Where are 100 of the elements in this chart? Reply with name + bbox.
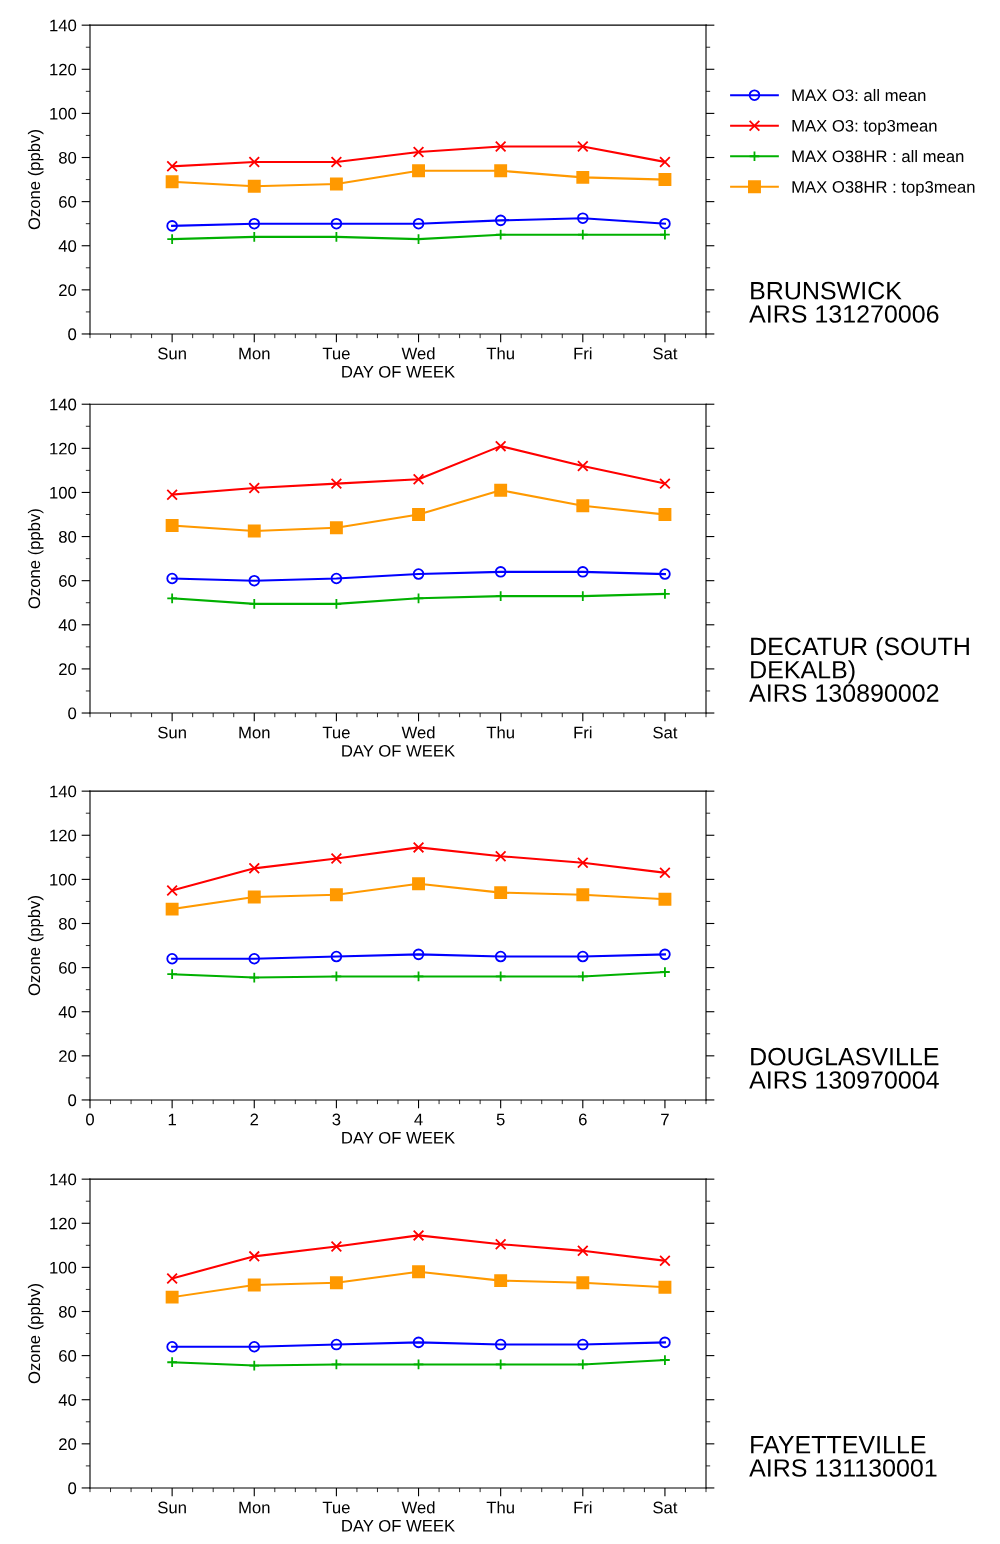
y-tick-label: 120 <box>50 442 77 455</box>
y-tick-label: 40 <box>58 1394 77 1406</box>
point <box>330 217 343 230</box>
x-axis-title: DAY OF WEEK <box>342 744 455 757</box>
point <box>248 156 261 168</box>
point <box>166 884 178 897</box>
x-tick-label: Wed <box>401 347 435 360</box>
x-axis-title: DAY OF WEEK <box>342 1519 455 1532</box>
x-tick-label: Thu <box>486 347 514 360</box>
y-axis-title: Ozone (ppbv) <box>27 130 44 230</box>
point <box>412 473 425 485</box>
legend-label: MAX O38HR : top3mean <box>792 180 975 197</box>
point <box>165 902 179 916</box>
x-tick-label: Tue <box>322 347 350 360</box>
y-tick-label: 20 <box>59 663 77 676</box>
point <box>577 460 589 472</box>
x-tick-label: Fri <box>574 1501 592 1514</box>
point <box>412 877 425 891</box>
point <box>576 499 590 513</box>
point <box>659 1336 671 1349</box>
x-tick-label: Fri <box>574 347 592 360</box>
x-tick-label: Thu <box>486 1501 514 1514</box>
point <box>576 170 590 184</box>
point <box>412 568 425 580</box>
y-tick-label: 100 <box>50 107 77 120</box>
y-tick-label: 60 <box>59 962 77 974</box>
y-tick-label: 20 <box>59 1050 77 1063</box>
point <box>577 140 589 153</box>
y-axis-title: Ozone (ppbv) <box>27 896 44 996</box>
point <box>412 970 425 983</box>
point <box>494 886 508 900</box>
point <box>166 1341 178 1353</box>
text: DOUGLASVILLE AIRS 130970004 <box>749 1047 939 1089</box>
point <box>330 1358 343 1371</box>
x-tick-label: Fri <box>574 726 592 739</box>
point <box>412 1229 425 1242</box>
x-tick-label: 3 <box>332 1113 341 1126</box>
x-axis-title: DAY OF WEEK <box>342 1131 455 1144</box>
point <box>494 950 507 963</box>
y-tick-label: 40 <box>58 1006 77 1018</box>
point <box>412 164 425 178</box>
x-tick-label: 6 <box>579 1113 587 1126</box>
point <box>329 888 343 902</box>
point <box>659 966 671 978</box>
y-axis-title: Ozone (ppbv) <box>27 1284 44 1384</box>
y-axis-title: Ozone (ppbv) <box>27 509 44 609</box>
point <box>247 179 261 193</box>
point <box>412 841 425 854</box>
y-tick-label: 140 <box>50 398 77 411</box>
point <box>248 1341 261 1353</box>
legend-label: MAX O3: all mean <box>792 88 926 102</box>
point <box>248 574 261 587</box>
point <box>412 948 425 961</box>
point <box>330 1338 343 1351</box>
point <box>577 857 589 869</box>
point <box>494 1238 507 1250</box>
x-tick-label: Thu <box>486 726 514 739</box>
x-tick-label: Sat <box>653 1501 678 1514</box>
y-tick-label: 40 <box>58 240 77 252</box>
y-tick-label: 100 <box>50 1261 77 1274</box>
point <box>494 1274 508 1288</box>
point <box>494 214 507 227</box>
point <box>412 1336 425 1349</box>
y-tick-label: 0 <box>68 707 77 720</box>
y-tick-label: 140 <box>50 785 77 798</box>
x-tick-label: Tue <box>322 726 350 739</box>
point <box>659 228 671 241</box>
point <box>658 1280 672 1294</box>
point <box>329 177 343 191</box>
text: FAYETTEVILLE AIRS 131130001 <box>749 1436 937 1477</box>
x-tick-label: Sat <box>653 726 678 739</box>
x-tick-label: 4 <box>414 1113 423 1126</box>
x-tick-label: Wed <box>401 726 435 739</box>
x-tick-label: Sat <box>653 347 678 360</box>
x-tick-label: 1 <box>168 1113 176 1126</box>
point <box>412 1265 425 1279</box>
point <box>165 519 179 532</box>
y-tick-label: 80 <box>58 1305 77 1318</box>
y-tick-label: 120 <box>50 63 77 76</box>
point <box>330 156 343 168</box>
point <box>659 156 671 168</box>
point <box>248 862 261 875</box>
point <box>658 892 672 906</box>
point <box>412 592 425 605</box>
point <box>166 968 178 980</box>
point <box>494 1358 507 1371</box>
point <box>166 1272 178 1285</box>
point <box>330 1240 343 1253</box>
y-tick-label: 60 <box>59 575 77 587</box>
y-tick-label: 0 <box>68 328 77 341</box>
point <box>166 220 178 232</box>
y-tick-label: 60 <box>59 196 77 208</box>
y-tick-label: 80 <box>58 917 77 930</box>
y-tick-label: 0 <box>68 1482 77 1495</box>
y-tick-label: 40 <box>58 619 77 631</box>
point <box>659 1254 671 1267</box>
point <box>166 1356 178 1368</box>
point <box>659 568 671 580</box>
point <box>412 146 425 158</box>
y-tick-label: 80 <box>58 530 77 543</box>
